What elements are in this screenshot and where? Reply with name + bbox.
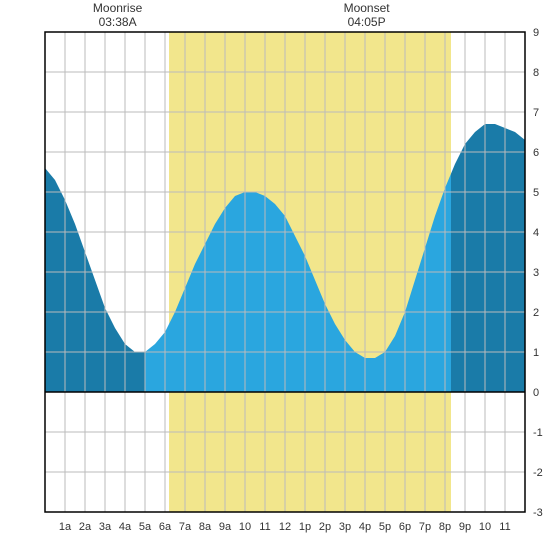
moonrise-time: 03:38A: [99, 15, 137, 29]
y-tick-label: 3: [533, 267, 539, 279]
chart-svg: -3-2-101234567891a2a3a4a5a6a7a8a9a101112…: [0, 0, 550, 550]
x-tick-label: 12: [279, 521, 291, 533]
moonrise-label: Moonrise: [93, 1, 143, 15]
y-tick-label: 7: [533, 107, 539, 119]
x-tick-label: 7p: [419, 521, 431, 533]
x-tick-label: 8p: [439, 521, 451, 533]
x-tick-label: 5a: [139, 521, 152, 533]
y-tick-label: 8: [533, 67, 539, 79]
y-tick-label: -3: [533, 507, 543, 519]
x-tick-label: 7a: [179, 521, 192, 533]
y-tick-label: 4: [533, 227, 539, 239]
x-tick-label: 6a: [159, 521, 172, 533]
moonset-label: Moonset: [344, 1, 391, 15]
x-tick-label: 11: [499, 521, 510, 533]
x-tick-label: 4a: [119, 521, 132, 533]
x-tick-label: 1a: [59, 521, 72, 533]
y-tick-label: 0: [533, 387, 539, 399]
x-tick-label: 10: [479, 521, 491, 533]
x-tick-label: 10: [239, 521, 251, 533]
x-tick-label: 9a: [219, 521, 232, 533]
x-tick-label: 11: [259, 521, 270, 533]
y-tick-label: 2: [533, 307, 539, 319]
x-tick-label: 1p: [299, 521, 311, 533]
x-tick-label: 5p: [379, 521, 391, 533]
y-tick-label: -1: [533, 427, 543, 439]
x-tick-label: 9p: [459, 521, 471, 533]
x-tick-label: 4p: [359, 521, 371, 533]
y-tick-label: -2: [533, 467, 543, 479]
y-tick-label: 9: [533, 27, 539, 39]
y-tick-label: 5: [533, 187, 539, 199]
x-tick-label: 3p: [339, 521, 351, 533]
moonset-time: 04:05P: [348, 15, 386, 29]
y-tick-label: 6: [533, 147, 539, 159]
y-tick-label: 1: [533, 347, 539, 359]
x-tick-label: 2a: [79, 521, 92, 533]
x-tick-label: 8a: [199, 521, 212, 533]
x-tick-label: 3a: [99, 521, 112, 533]
tide-chart: -3-2-101234567891a2a3a4a5a6a7a8a9a101112…: [0, 0, 550, 550]
x-tick-label: 2p: [319, 521, 331, 533]
x-tick-label: 6p: [399, 521, 411, 533]
